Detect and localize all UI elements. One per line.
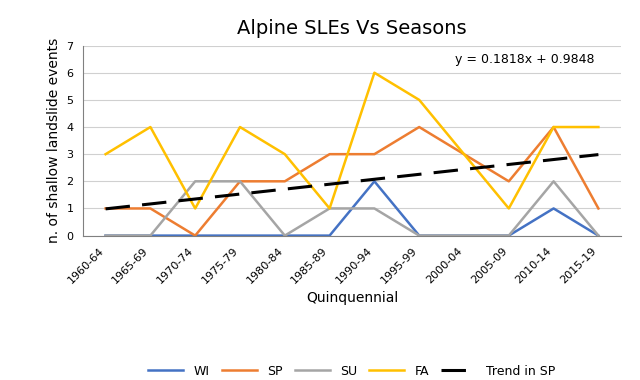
Trend in SP	[191, 197, 199, 201]
Trend in SP	[415, 172, 423, 177]
SU	[236, 179, 244, 184]
FA	[505, 206, 513, 211]
SU	[415, 233, 423, 238]
Line: SP: SP	[106, 127, 598, 236]
WI	[281, 233, 289, 238]
WI	[147, 233, 154, 238]
Trend in SP	[102, 207, 109, 211]
SP	[236, 179, 244, 184]
FA	[460, 152, 468, 157]
FA	[102, 152, 109, 157]
Trend in SP	[147, 202, 154, 206]
SP	[550, 125, 557, 129]
WI	[191, 233, 199, 238]
SP	[281, 179, 289, 184]
Line: WI: WI	[106, 181, 598, 236]
SP	[326, 152, 333, 157]
WI	[550, 206, 557, 211]
SU	[147, 233, 154, 238]
WI	[326, 233, 333, 238]
WI	[102, 233, 109, 238]
Trend in SP	[550, 157, 557, 162]
WI	[505, 233, 513, 238]
FA	[371, 70, 378, 75]
SP	[191, 233, 199, 238]
Trend in SP	[236, 192, 244, 196]
SU	[550, 179, 557, 184]
SP	[460, 152, 468, 157]
SP	[505, 179, 513, 184]
SP	[595, 206, 602, 211]
Trend in SP	[371, 177, 378, 182]
SU	[326, 206, 333, 211]
WI	[236, 233, 244, 238]
Y-axis label: n. of shallow landslide events: n. of shallow landslide events	[47, 38, 61, 243]
Title: Alpine SLEs Vs Seasons: Alpine SLEs Vs Seasons	[237, 19, 467, 38]
FA	[147, 125, 154, 129]
X-axis label: Quinquennial: Quinquennial	[306, 291, 398, 305]
FA	[236, 125, 244, 129]
FA	[550, 125, 557, 129]
Trend in SP	[595, 152, 602, 157]
FA	[191, 206, 199, 211]
FA	[281, 152, 289, 157]
Trend in SP	[281, 187, 289, 192]
SP	[371, 152, 378, 157]
SU	[460, 233, 468, 238]
SU	[281, 233, 289, 238]
WI	[460, 233, 468, 238]
Line: SU: SU	[106, 181, 598, 236]
Text: y = 0.1818x + 0.9848: y = 0.1818x + 0.9848	[455, 53, 595, 66]
SP	[102, 206, 109, 211]
FA	[595, 125, 602, 129]
WI	[415, 233, 423, 238]
Trend in SP	[326, 182, 333, 187]
FA	[415, 98, 423, 102]
Trend in SP	[505, 162, 513, 167]
Line: Trend in SP: Trend in SP	[106, 155, 598, 209]
WI	[371, 179, 378, 184]
SU	[102, 233, 109, 238]
SP	[147, 206, 154, 211]
Legend: WI, SP, SU, FA, Trend in SP: WI, SP, SU, FA, Trend in SP	[143, 359, 561, 380]
SU	[595, 233, 602, 238]
FA	[326, 206, 333, 211]
SU	[505, 233, 513, 238]
Trend in SP	[460, 167, 468, 172]
WI	[595, 233, 602, 238]
SP	[415, 125, 423, 129]
Line: FA: FA	[106, 73, 598, 209]
SU	[191, 179, 199, 184]
SU	[371, 206, 378, 211]
